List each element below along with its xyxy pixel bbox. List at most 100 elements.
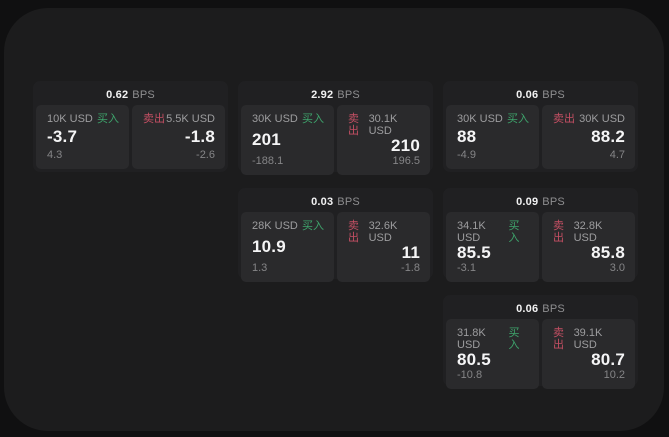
buy-pane[interactable]: 31.8K USD 买入 80.5 -10.8 bbox=[446, 319, 539, 389]
tile-header: 2.92 BPS bbox=[241, 84, 430, 105]
tile-body: 30K USD 买入 201 -188.1 卖出 30.1K USD 210 1… bbox=[241, 105, 430, 175]
spread-tile: 0.06 BPS 31.8K USD 买入 80.5 -10.8 卖出 39.1… bbox=[443, 295, 638, 389]
bps-unit-label: BPS bbox=[132, 88, 155, 101]
buy-sub-value: -4.9 bbox=[457, 149, 476, 161]
sell-pane[interactable]: 卖出 32.6K USD 11 -1.8 bbox=[337, 212, 430, 282]
sell-price: 85.8 bbox=[591, 243, 625, 262]
buy-side-label: 买入 bbox=[508, 327, 520, 351]
sell-amount: 39.1K USD bbox=[573, 327, 603, 351]
buy-sub-value: 4.3 bbox=[47, 149, 63, 161]
tile-body: 10K USD 买入 -3.7 4.3 卖出 5.5K USD -1.8 -2.… bbox=[36, 105, 225, 169]
sell-side-label: 卖出 bbox=[348, 113, 359, 137]
buy-sub-value: -3.1 bbox=[457, 262, 476, 274]
buy-side-label: 买入 bbox=[302, 113, 324, 125]
sell-side-label: 卖出 bbox=[553, 220, 564, 244]
buy-price: 88 bbox=[457, 127, 477, 146]
buy-amount: 31.8K USD bbox=[457, 327, 486, 351]
sell-pane[interactable]: 卖出 32.8K USD 85.8 3.0 bbox=[542, 212, 635, 282]
sell-sub-value: 3.0 bbox=[609, 262, 625, 274]
tile-header: 0.09 BPS bbox=[446, 191, 635, 212]
sell-pane[interactable]: 卖出 30.1K USD 210 196.5 bbox=[337, 105, 430, 175]
buy-pane-top: 10K USD 买入 bbox=[47, 113, 119, 125]
buy-pane-top: 34.1K USD 买入 bbox=[457, 220, 529, 244]
buy-sub-value: -10.8 bbox=[457, 369, 483, 381]
sell-amount: 30.1K USD bbox=[368, 113, 398, 137]
buy-pane-top: 31.8K USD 买入 bbox=[457, 327, 529, 351]
sell-amount: 5.5K USD bbox=[166, 113, 215, 125]
buy-price: 85.5 bbox=[457, 243, 491, 262]
buy-amount: 30K USD bbox=[457, 113, 503, 125]
bps-value: 0.62 bbox=[106, 88, 129, 101]
sell-pane-top: 卖出 30.1K USD bbox=[348, 113, 420, 137]
buy-price: 80.5 bbox=[457, 350, 491, 369]
spread-tile: 0.62 BPS 10K USD 买入 -3.7 4.3 卖出 5.5K USD… bbox=[33, 81, 228, 172]
spread-tile: 0.06 BPS 30K USD 买入 88 -4.9 卖出 30K USD 8… bbox=[443, 81, 638, 172]
tile-header: 0.06 BPS bbox=[446, 298, 635, 319]
sell-sub-value: 10.2 bbox=[603, 369, 625, 381]
sell-pane-top: 卖出 32.8K USD bbox=[553, 220, 625, 244]
sell-side-label: 卖出 bbox=[553, 113, 575, 125]
buy-price: 10.9 bbox=[252, 237, 286, 256]
buy-sub-value: -188.1 bbox=[252, 155, 284, 167]
sell-amount: 32.6K USD bbox=[368, 220, 398, 244]
tile-body: 34.1K USD 买入 85.5 -3.1 卖出 32.8K USD 85.8… bbox=[446, 212, 635, 282]
buy-price: 201 bbox=[252, 130, 281, 149]
spread-tile: 0.03 BPS 28K USD 买入 10.9 1.3 卖出 32.6K US… bbox=[238, 188, 433, 282]
tile-body: 31.8K USD 买入 80.5 -10.8 卖出 39.1K USD 80.… bbox=[446, 319, 635, 389]
buy-side-label: 买入 bbox=[508, 220, 520, 244]
sell-pane-top: 卖出 32.6K USD bbox=[348, 220, 420, 244]
sell-pane-top: 卖出 39.1K USD bbox=[553, 327, 625, 351]
bps-unit-label: BPS bbox=[542, 195, 565, 208]
tile-body: 30K USD 买入 88 -4.9 卖出 30K USD 88.2 4.7 bbox=[446, 105, 635, 169]
bps-unit-label: BPS bbox=[337, 88, 360, 101]
spread-tile: 0.09 BPS 34.1K USD 买入 85.5 -3.1 卖出 32.8K… bbox=[443, 188, 638, 282]
bps-value: 0.03 bbox=[311, 195, 334, 208]
tile-header: 0.06 BPS bbox=[446, 84, 635, 105]
sell-price: 11 bbox=[401, 243, 420, 262]
sell-sub-value: 4.7 bbox=[609, 149, 625, 161]
sell-price: 88.2 bbox=[591, 127, 625, 146]
sell-side-label: 卖出 bbox=[348, 220, 359, 244]
buy-amount: 30K USD bbox=[252, 113, 298, 125]
bps-unit-label: BPS bbox=[337, 195, 360, 208]
buy-pane[interactable]: 10K USD 买入 -3.7 4.3 bbox=[36, 105, 129, 169]
sell-pane-top: 卖出 5.5K USD bbox=[143, 113, 215, 125]
bps-value: 0.09 bbox=[516, 195, 539, 208]
buy-pane[interactable]: 28K USD 买入 10.9 1.3 bbox=[241, 212, 334, 282]
tile-grid: 0.62 BPS 10K USD 买入 -3.7 4.3 卖出 5.5K USD… bbox=[33, 81, 638, 389]
sell-price: -1.8 bbox=[184, 127, 215, 146]
sell-amount: 30K USD bbox=[579, 113, 625, 125]
buy-pane-top: 30K USD 买入 bbox=[457, 113, 529, 125]
sell-side-label: 卖出 bbox=[143, 113, 165, 125]
sell-pane[interactable]: 卖出 39.1K USD 80.7 10.2 bbox=[542, 319, 635, 389]
bps-unit-label: BPS bbox=[542, 88, 565, 101]
sell-amount: 32.8K USD bbox=[573, 220, 603, 244]
buy-pane[interactable]: 30K USD 买入 88 -4.9 bbox=[446, 105, 539, 169]
bps-unit-label: BPS bbox=[542, 302, 565, 315]
bps-value: 0.06 bbox=[516, 302, 539, 315]
sell-sub-value: -1.8 bbox=[401, 262, 420, 274]
buy-price: -3.7 bbox=[47, 127, 78, 146]
buy-pane[interactable]: 34.1K USD 买入 85.5 -3.1 bbox=[446, 212, 539, 282]
sell-sub-value: 196.5 bbox=[392, 155, 420, 167]
sell-side-label: 卖出 bbox=[553, 327, 564, 351]
spread-tile: 2.92 BPS 30K USD 买入 201 -188.1 卖出 30.1K … bbox=[238, 81, 433, 175]
buy-side-label: 买入 bbox=[302, 220, 324, 232]
bps-value: 0.06 bbox=[516, 88, 539, 101]
tile-header: 0.62 BPS bbox=[36, 84, 225, 105]
sell-sub-value: -2.6 bbox=[196, 149, 215, 161]
buy-side-label: 买入 bbox=[97, 113, 119, 125]
tile-header: 0.03 BPS bbox=[241, 191, 430, 212]
buy-pane-top: 30K USD 买入 bbox=[252, 113, 324, 125]
tile-body: 28K USD 买入 10.9 1.3 卖出 32.6K USD 11 -1.8 bbox=[241, 212, 430, 282]
sell-price: 210 bbox=[391, 136, 420, 155]
sell-price: 80.7 bbox=[591, 350, 625, 369]
sell-pane[interactable]: 卖出 30K USD 88.2 4.7 bbox=[542, 105, 635, 169]
sell-pane[interactable]: 卖出 5.5K USD -1.8 -2.6 bbox=[132, 105, 225, 169]
buy-pane-top: 28K USD 买入 bbox=[252, 220, 324, 232]
buy-amount: 10K USD bbox=[47, 113, 93, 125]
buy-sub-value: 1.3 bbox=[252, 262, 268, 274]
buy-amount: 34.1K USD bbox=[457, 220, 486, 244]
buy-pane[interactable]: 30K USD 买入 201 -188.1 bbox=[241, 105, 334, 175]
buy-side-label: 买入 bbox=[507, 113, 529, 125]
